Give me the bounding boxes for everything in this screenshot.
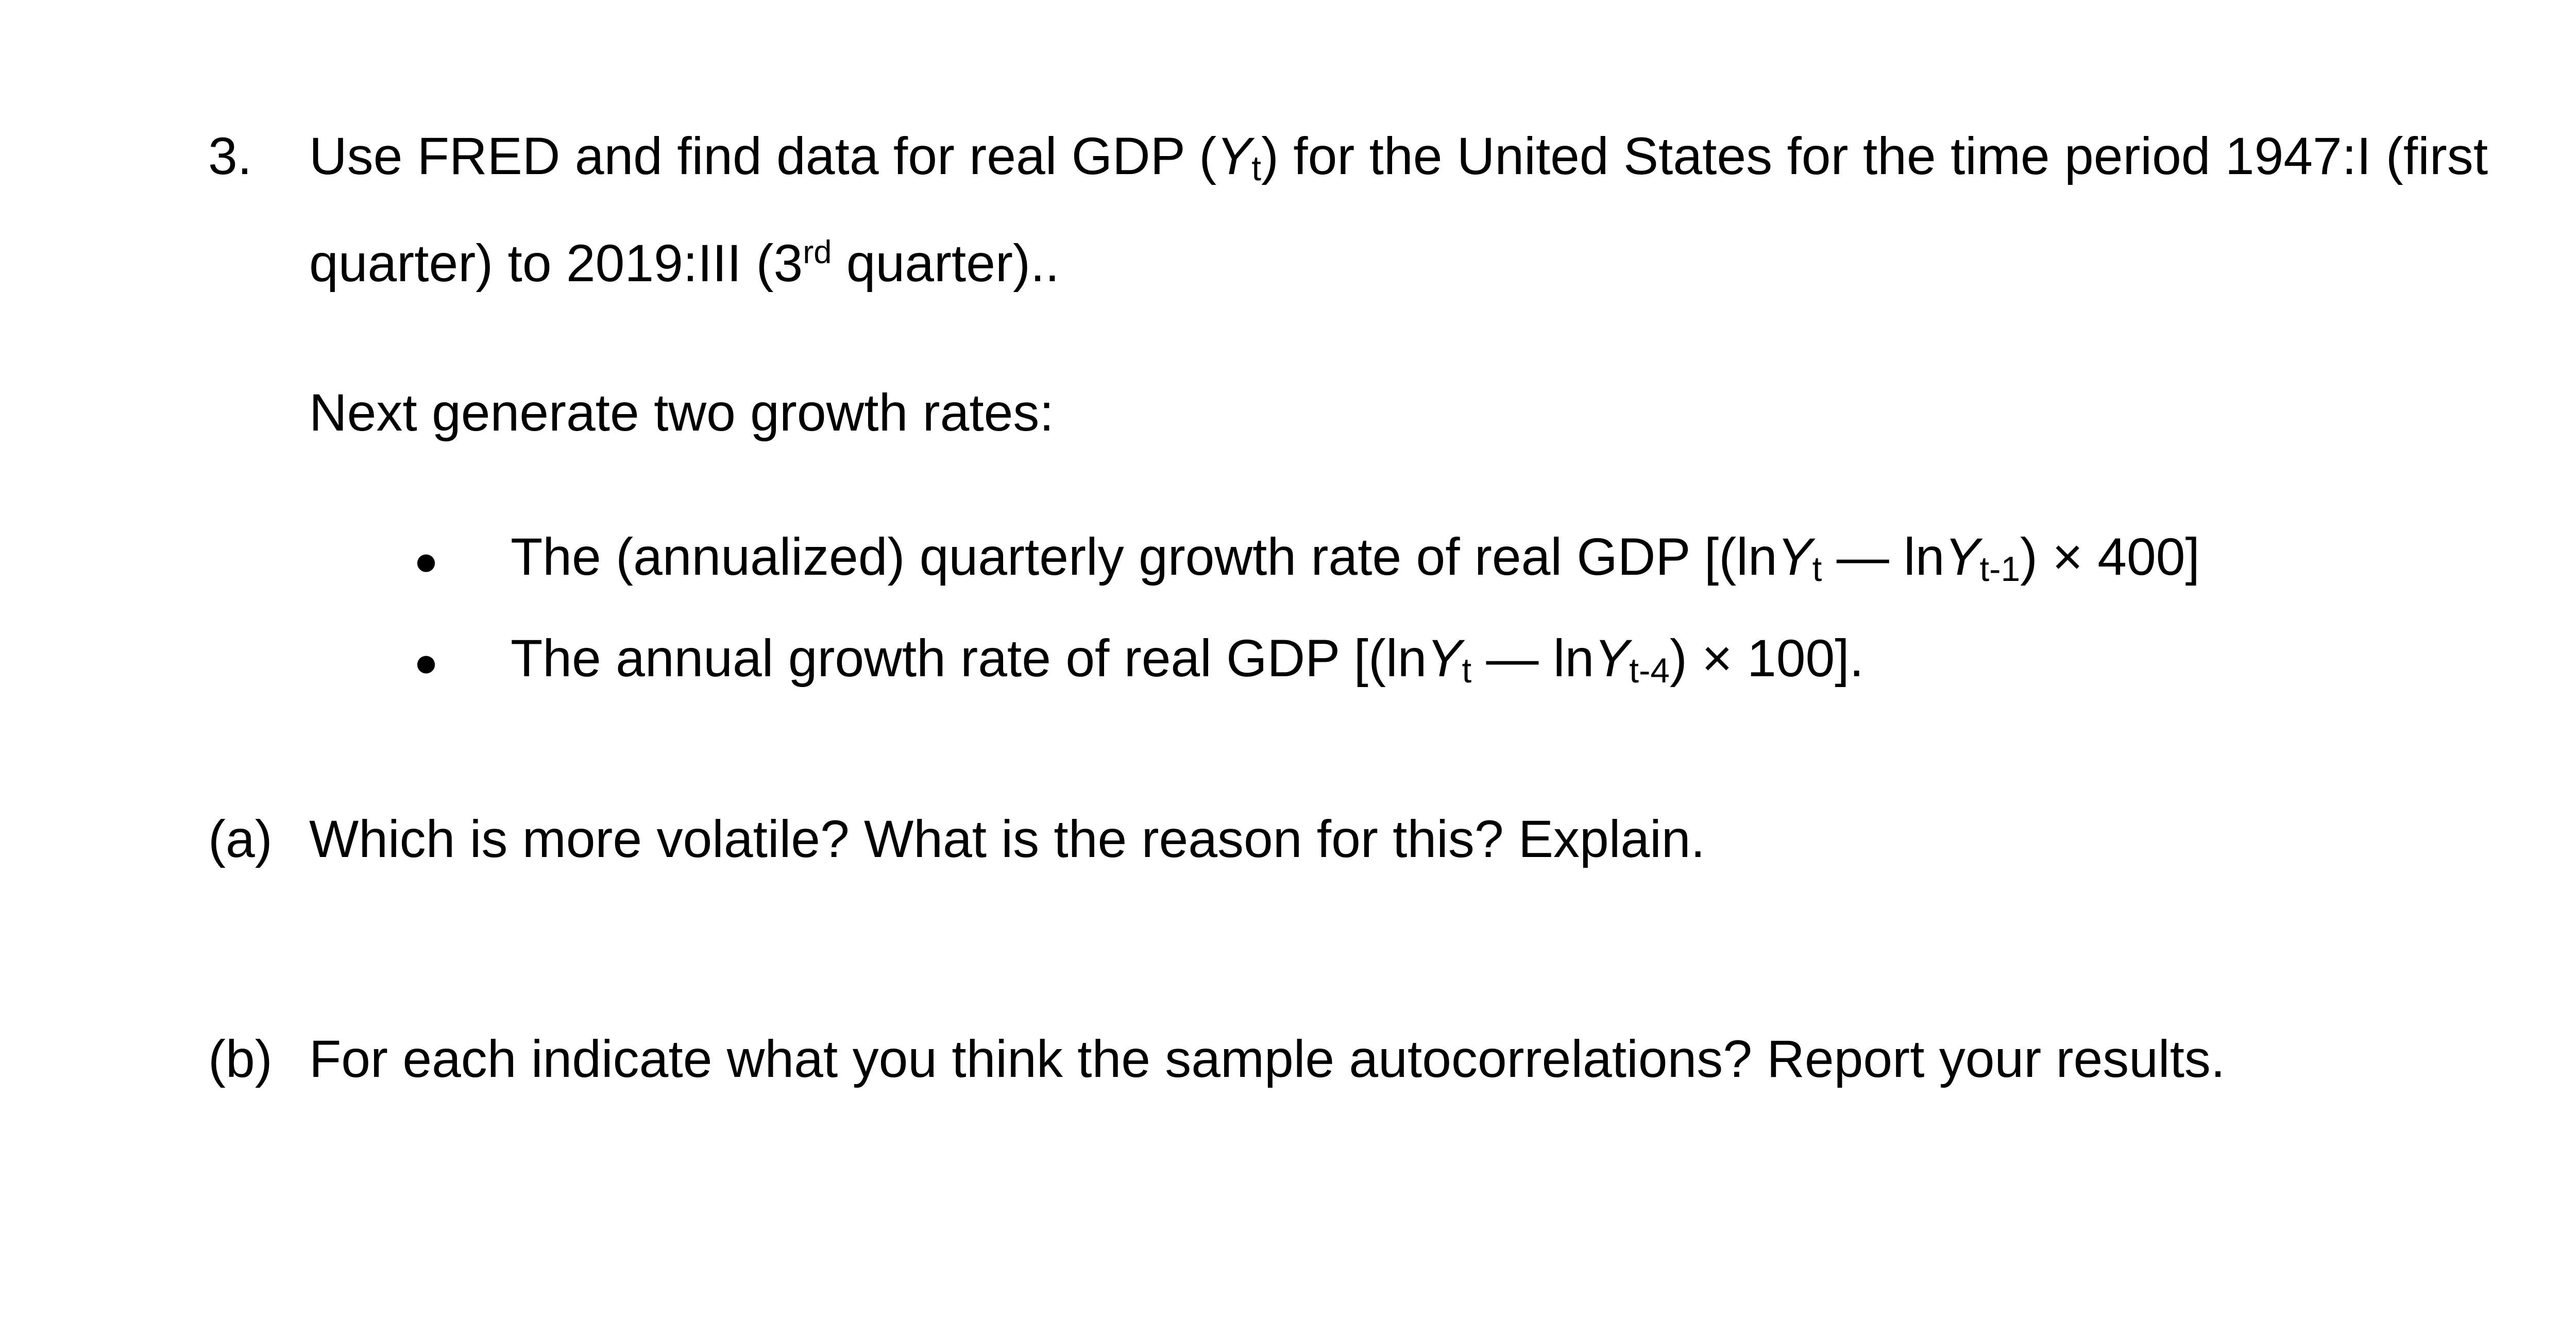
list-item-quarterly-growth: ● The (annualized) quarterly growth rate… xyxy=(208,515,2576,611)
generate-growth-rates-line: Next generate two growth rates: xyxy=(309,383,1054,442)
part-b: (b) For each indicate what you think the… xyxy=(208,1017,2576,1101)
question-3: 3. Use FRED and find data for real GDP (… xyxy=(208,114,2576,305)
list-item-text: The (annualized) quarterly growth rate o… xyxy=(511,527,2200,589)
question-3-body: Use FRED and find data for real GDP (Yt)… xyxy=(309,114,2488,305)
part-a: (a) Which is more volatile? What is the … xyxy=(208,797,2576,881)
part-b-text: For each indicate what you think the sam… xyxy=(309,1030,2226,1089)
list-item-annual-growth: ● The annual growth rate of real GDP [(l… xyxy=(208,616,2576,713)
growth-rate-list: ● The (annualized) quarterly growth rate… xyxy=(208,515,2576,713)
part-b-label: (b) xyxy=(208,1030,273,1089)
list-item-text: The annual growth rate of real GDP [(lnY… xyxy=(511,629,1864,691)
part-a-text: Which is more volatile? What is the reas… xyxy=(309,810,1705,869)
part-a-label: (a) xyxy=(208,810,273,869)
bullet-icon: ● xyxy=(414,639,439,685)
question-3-line-2: quarter) to 2019:III (3rd quarter).. xyxy=(309,233,1060,293)
question-3-line-1: Use FRED and find data for real GDP (Yt)… xyxy=(309,127,2488,188)
document-page: 3. Use FRED and find data for real GDP (… xyxy=(208,114,2576,1101)
bullet-icon: ● xyxy=(414,537,439,584)
question-number: 3. xyxy=(208,127,252,185)
